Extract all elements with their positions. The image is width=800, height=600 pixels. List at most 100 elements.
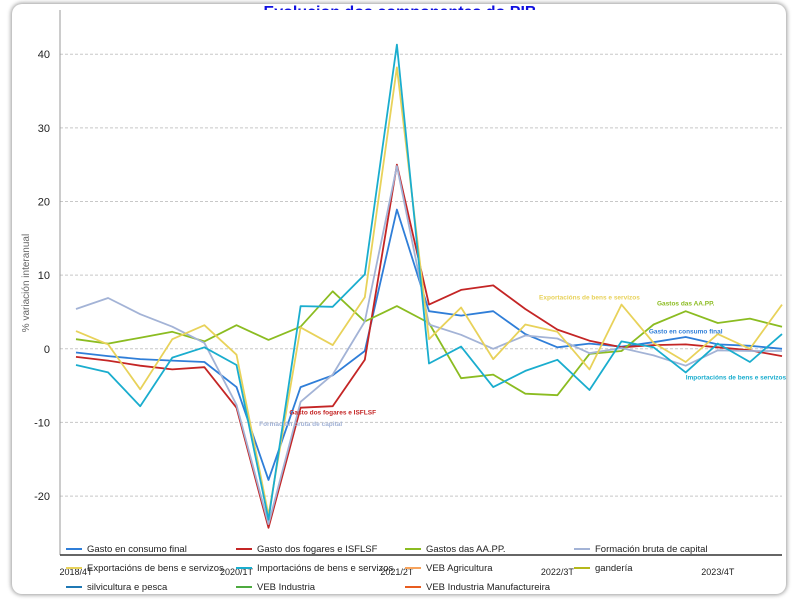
legend: Gasto en consumo final Gasto dos fogares …	[66, 544, 707, 593]
data-point	[75, 364, 78, 367]
data-point	[716, 346, 719, 349]
data-point	[363, 273, 366, 276]
data-point	[363, 358, 366, 361]
legend-label: VEB Industria	[257, 582, 316, 593]
legend-item: Formación bruta de capital	[574, 544, 707, 555]
series-annotation: Formación bruta de capital	[259, 421, 342, 428]
data-point	[620, 350, 623, 353]
data-point	[139, 313, 142, 316]
legend-label: Gasto en consumo final	[87, 544, 187, 555]
data-point	[652, 346, 655, 349]
data-point	[749, 361, 752, 364]
data-point	[107, 371, 110, 374]
data-point	[684, 364, 687, 367]
data-point	[781, 333, 784, 336]
data-point	[588, 342, 591, 345]
data-point	[749, 317, 752, 320]
series-annotation: Gasto en consumo final	[649, 328, 723, 335]
legend-label: Gasto dos fogares e ISFLSF	[257, 544, 378, 555]
data-point	[684, 343, 687, 346]
data-point	[331, 290, 334, 293]
data-point	[331, 405, 334, 408]
data-point	[460, 288, 463, 291]
data-point	[396, 305, 399, 308]
data-point	[331, 305, 334, 308]
data-point	[267, 526, 270, 529]
data-point	[171, 368, 174, 371]
data-point	[460, 333, 463, 336]
series-annotation: Exportacións de bens e servizos	[539, 294, 640, 301]
data-point	[620, 340, 623, 343]
y-tick-label: -20	[34, 491, 50, 503]
legend-item: Gastos das AA.PP.	[405, 544, 506, 555]
data-point	[267, 478, 270, 481]
data-point	[171, 356, 174, 359]
data-point	[139, 336, 142, 339]
data-point	[781, 350, 784, 353]
data-point	[588, 352, 591, 355]
series-line	[75, 66, 783, 517]
data-point	[107, 343, 110, 346]
data-point	[203, 361, 206, 364]
data-point	[107, 359, 110, 362]
data-point	[267, 523, 270, 526]
data-point	[652, 354, 655, 357]
data-point	[396, 66, 399, 69]
data-point	[139, 388, 142, 391]
data-point	[460, 345, 463, 348]
legend-item: gandería	[574, 563, 633, 574]
data-point	[235, 386, 238, 389]
series-line	[75, 43, 783, 521]
series-line	[75, 163, 783, 529]
data-point	[396, 165, 399, 168]
data-point	[781, 303, 784, 306]
data-point	[139, 405, 142, 408]
legend-item: VEB Industria	[236, 582, 316, 593]
data-point	[556, 337, 559, 340]
legend-label: VEB Industria Manufactureira	[426, 582, 551, 593]
series-annotation: Gasto dos fogares e ISFLSF	[289, 409, 376, 416]
data-point	[107, 355, 110, 358]
data-point	[75, 308, 78, 311]
data-point	[588, 368, 591, 371]
data-point	[524, 334, 527, 337]
data-point	[299, 386, 302, 389]
data-point	[139, 358, 142, 361]
series-line	[75, 165, 782, 525]
data-point	[492, 284, 495, 287]
data-point	[75, 330, 78, 333]
data-point	[492, 358, 495, 361]
data-point	[267, 339, 270, 342]
legend-item: silvicultura e pesca	[66, 582, 168, 593]
data-point	[524, 308, 527, 311]
data-point	[428, 303, 431, 306]
y-tick-label: 0	[44, 344, 50, 356]
data-point	[556, 358, 559, 361]
data-point	[331, 373, 334, 376]
legend-item: VEB Industria Manufactureira	[405, 582, 551, 593]
data-point	[267, 518, 270, 521]
data-point	[235, 353, 238, 356]
data-point	[684, 361, 687, 364]
data-point	[235, 403, 238, 406]
legend-label: gandería	[595, 563, 633, 574]
legend-item: Exportacións de bens e servizos	[66, 563, 224, 574]
data-point	[363, 296, 366, 299]
data-point	[331, 344, 334, 347]
data-point	[684, 371, 687, 374]
data-point	[524, 392, 527, 395]
data-point	[492, 386, 495, 389]
data-point	[171, 325, 174, 328]
data-point	[235, 364, 238, 367]
data-point	[299, 400, 302, 403]
data-point	[620, 303, 623, 306]
data-point	[460, 306, 463, 309]
data-point	[716, 342, 719, 345]
data-point	[171, 330, 174, 333]
x-tick-label: 2020/1T	[220, 567, 254, 577]
data-point	[107, 297, 110, 300]
data-point	[684, 336, 687, 339]
data-point	[363, 320, 366, 323]
data-point	[299, 326, 302, 329]
